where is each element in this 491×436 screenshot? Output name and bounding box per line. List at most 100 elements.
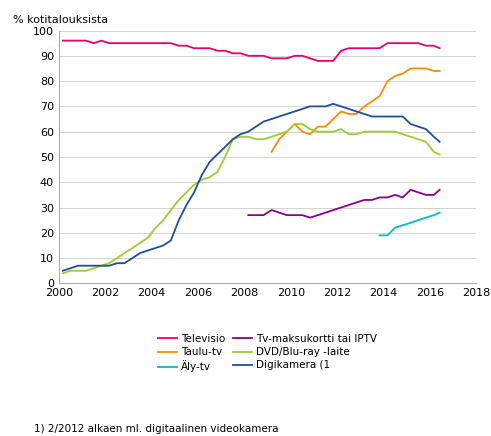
Tv-maksukortti tai IPTV [346,202,352,208]
Äly-tv [423,215,429,220]
Digikamera (1 [222,144,228,150]
Digikamera (1 [238,132,244,137]
Televisio [168,41,174,46]
DVD/Blu-ray -laite [207,174,213,180]
DVD/Blu-ray -laite [199,177,205,182]
Televisio [415,41,421,46]
Televisio [377,46,382,51]
Digikamera (1 [361,111,367,116]
Digikamera (1 [369,114,375,119]
DVD/Blu-ray -laite [261,136,267,142]
Taulu-tv [392,73,398,78]
Digikamera (1 [91,263,97,268]
Äly-tv [400,223,406,228]
Text: 1) 2/2012 alkaen ml. digitaalinen videokamera: 1) 2/2012 alkaen ml. digitaalinen videok… [34,424,279,434]
Digikamera (1 [153,245,159,251]
Televisio [307,56,313,61]
Digikamera (1 [98,263,104,268]
Digikamera (1 [377,114,382,119]
Taulu-tv [346,111,352,116]
Televisio [269,56,274,61]
Taulu-tv [330,116,336,122]
Tv-maksukortti tai IPTV [354,200,359,205]
Televisio [122,41,128,46]
DVD/Blu-ray -laite [168,208,174,213]
DVD/Blu-ray -laite [83,268,89,273]
Digikamera (1 [130,255,136,261]
Taulu-tv [269,149,274,154]
Taulu-tv [307,132,313,137]
Äly-tv [392,225,398,230]
Digikamera (1 [338,104,344,109]
Televisio [130,41,136,46]
Tv-maksukortti tai IPTV [330,208,336,213]
Televisio [68,38,74,43]
Tv-maksukortti tai IPTV [361,198,367,203]
Taulu-tv [361,104,367,109]
Digikamera (1 [330,101,336,106]
DVD/Blu-ray -laite [246,134,251,140]
Televisio [191,46,197,51]
Äly-tv [408,220,413,225]
Taulu-tv [354,111,359,116]
DVD/Blu-ray -laite [98,263,104,268]
DVD/Blu-ray -laite [137,240,143,245]
Äly-tv [431,212,437,218]
DVD/Blu-ray -laite [307,126,313,132]
Taulu-tv [431,68,437,74]
Tv-maksukortti tai IPTV [292,212,298,218]
Line: Äly-tv: Äly-tv [380,213,439,235]
Tv-maksukortti tai IPTV [408,187,413,192]
DVD/Blu-ray -laite [145,235,151,241]
Tv-maksukortti tai IPTV [415,190,421,195]
Taulu-tv [300,129,305,134]
DVD/Blu-ray -laite [91,266,97,271]
Legend: Televisio, Taulu-tv, Äly-tv, Tv-maksukortti tai IPTV, DVD/Blu-ray -laite, Digika: Televisio, Taulu-tv, Äly-tv, Tv-maksukor… [158,334,377,372]
Tv-maksukortti tai IPTV [384,195,390,200]
Digikamera (1 [106,263,112,268]
Tv-maksukortti tai IPTV [253,212,259,218]
DVD/Blu-ray -laite [377,129,382,134]
Digikamera (1 [269,116,274,122]
Taulu-tv [400,71,406,76]
DVD/Blu-ray -laite [114,255,120,261]
Line: Taulu-tv: Taulu-tv [272,68,439,152]
Televisio [284,56,290,61]
Line: Digikamera (1: Digikamera (1 [63,104,439,271]
Digikamera (1 [276,114,282,119]
DVD/Blu-ray -laite [106,261,112,266]
Televisio [83,38,89,43]
Taulu-tv [369,99,375,104]
Digikamera (1 [346,106,352,112]
Televisio [330,58,336,64]
DVD/Blu-ray -laite [384,129,390,134]
Digikamera (1 [292,109,298,114]
Taulu-tv [323,124,328,129]
DVD/Blu-ray -laite [160,218,166,223]
Äly-tv [415,218,421,223]
DVD/Blu-ray -laite [400,132,406,137]
Taulu-tv [377,94,382,99]
DVD/Blu-ray -laite [300,122,305,127]
DVD/Blu-ray -laite [230,136,236,142]
Tv-maksukortti tai IPTV [300,212,305,218]
Digikamera (1 [315,104,321,109]
DVD/Blu-ray -laite [222,154,228,160]
DVD/Blu-ray -laite [423,139,429,144]
Digikamera (1 [176,218,182,223]
DVD/Blu-ray -laite [276,132,282,137]
Tv-maksukortti tai IPTV [246,212,251,218]
Line: DVD/Blu-ray -laite: DVD/Blu-ray -laite [63,124,439,273]
Tv-maksukortti tai IPTV [400,195,406,200]
Televisio [153,41,159,46]
Televisio [215,48,220,53]
DVD/Blu-ray -laite [392,129,398,134]
Taulu-tv [284,129,290,134]
Televisio [60,38,66,43]
Digikamera (1 [400,114,406,119]
Tv-maksukortti tai IPTV [307,215,313,220]
Äly-tv [384,233,390,238]
Digikamera (1 [408,122,413,127]
DVD/Blu-ray -laite [330,129,336,134]
Televisio [160,41,166,46]
